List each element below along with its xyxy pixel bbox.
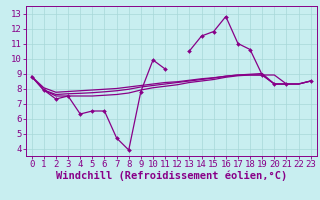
X-axis label: Windchill (Refroidissement éolien,°C): Windchill (Refroidissement éolien,°C) [56, 171, 287, 181]
